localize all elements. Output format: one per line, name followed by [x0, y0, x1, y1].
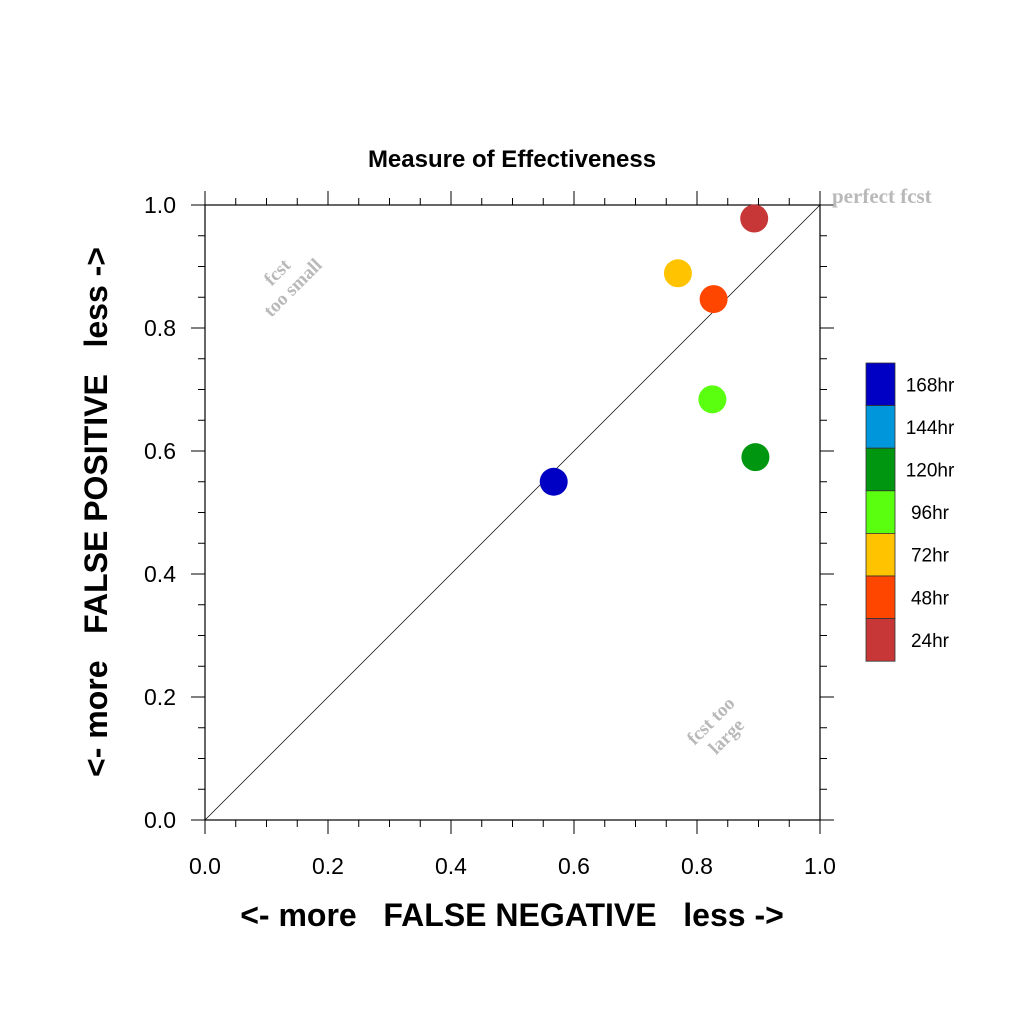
legend-label-168hr: 168hr	[906, 375, 955, 396]
tick-marks	[191, 191, 834, 834]
legend-swatch-24hr	[865, 618, 896, 662]
x-tick-labels: 0.0 0.2 0.4 0.6 0.8 1.0	[189, 853, 836, 879]
perfect-forecast-annotation: perfect fcst	[832, 184, 932, 208]
chart-title: Measure of Effectiveness	[368, 146, 656, 173]
point-48hr	[699, 285, 728, 314]
y-tick-label: 0.0	[144, 807, 176, 833]
y-tick-label: 0.4	[144, 561, 176, 587]
legend-swatch-96hr	[865, 490, 896, 534]
point-24hr	[740, 204, 769, 233]
point-120hr	[741, 443, 770, 472]
legend-swatch-168hr	[865, 362, 896, 406]
legend-swatch-120hr	[865, 447, 896, 492]
too-small-annotation: fcst too small	[260, 255, 327, 322]
legend-swatch-144hr	[865, 405, 896, 449]
x-tick-label: 0.6	[558, 853, 590, 879]
legend-label-48hr: 48hr	[911, 588, 950, 609]
y-tick-label: 0.6	[144, 438, 176, 464]
legend-label-144hr: 144hr	[906, 418, 955, 439]
y-tick-label: 1.0	[144, 192, 176, 218]
y-tick-labels: 0.0 0.2 0.4 0.6 0.8 1.0	[144, 192, 176, 833]
x-tick-label: 0.4	[435, 853, 467, 879]
legend-label-96hr: 96hr	[911, 503, 950, 524]
point-72hr	[663, 259, 692, 288]
x-tick-label: 0.2	[312, 853, 344, 879]
point-96hr	[698, 385, 727, 414]
point-168hr	[539, 467, 568, 496]
legend: 168hr 144hr 120hr 96hr 72hr 48hr 24hr	[865, 362, 955, 662]
legend-swatch-48hr	[865, 575, 896, 619]
too-large-annotation: fcst too large	[683, 693, 749, 759]
y-axis-label: <- more FALSE POSITIVE less ->	[78, 247, 114, 777]
data-points	[539, 204, 770, 496]
x-tick-label: 0.0	[189, 853, 221, 879]
y-tick-label: 0.8	[144, 315, 176, 341]
legend-label-24hr: 24hr	[911, 631, 950, 652]
x-tick-label: 0.8	[681, 853, 713, 879]
legend-label-120hr: 120hr	[906, 461, 955, 482]
x-axis-label: <- more FALSE NEGATIVE less ->	[240, 897, 784, 933]
x-tick-label: 1.0	[804, 853, 836, 879]
y-tick-label: 0.2	[144, 684, 176, 710]
plot-area: 0.0 0.2 0.4 0.6 0.8 1.0 0.0 0.2 0.4 0.6 0.8 1.0	[144, 191, 836, 879]
legend-label-72hr: 72hr	[911, 546, 950, 567]
legend-swatch-72hr	[865, 533, 896, 577]
